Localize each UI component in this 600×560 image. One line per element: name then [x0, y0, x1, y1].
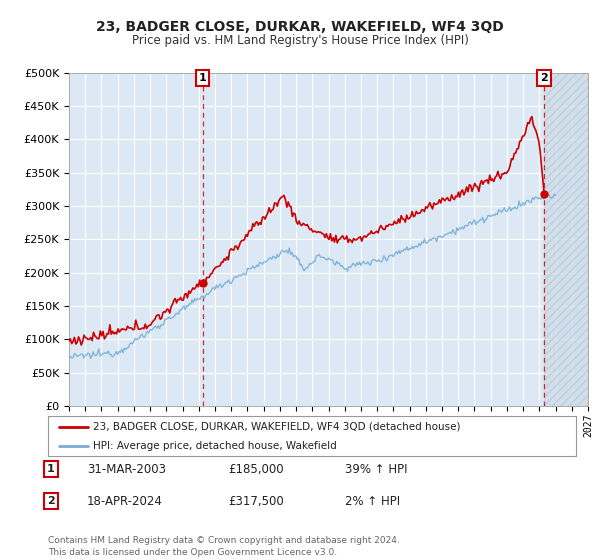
Text: 2% ↑ HPI: 2% ↑ HPI [345, 494, 400, 508]
Text: 23, BADGER CLOSE, DURKAR, WAKEFIELD, WF4 3QD (detached house): 23, BADGER CLOSE, DURKAR, WAKEFIELD, WF4… [93, 422, 460, 432]
Text: £185,000: £185,000 [228, 463, 284, 476]
Text: 18-APR-2024: 18-APR-2024 [87, 494, 163, 508]
Text: HPI: Average price, detached house, Wakefield: HPI: Average price, detached house, Wake… [93, 441, 337, 450]
Text: £317,500: £317,500 [228, 494, 284, 508]
Text: 2: 2 [540, 73, 548, 83]
Text: 1: 1 [47, 464, 55, 474]
Text: 23, BADGER CLOSE, DURKAR, WAKEFIELD, WF4 3QD: 23, BADGER CLOSE, DURKAR, WAKEFIELD, WF4… [96, 20, 504, 34]
Text: 39% ↑ HPI: 39% ↑ HPI [345, 463, 407, 476]
Bar [544, 73, 588, 406]
Bar [544, 73, 588, 406]
Text: Contains HM Land Registry data © Crown copyright and database right 2024.
This d: Contains HM Land Registry data © Crown c… [48, 536, 400, 557]
Text: 1: 1 [199, 73, 206, 83]
Text: 2: 2 [47, 496, 55, 506]
Text: 31-MAR-2003: 31-MAR-2003 [87, 463, 166, 476]
Text: Price paid vs. HM Land Registry's House Price Index (HPI): Price paid vs. HM Land Registry's House … [131, 34, 469, 46]
